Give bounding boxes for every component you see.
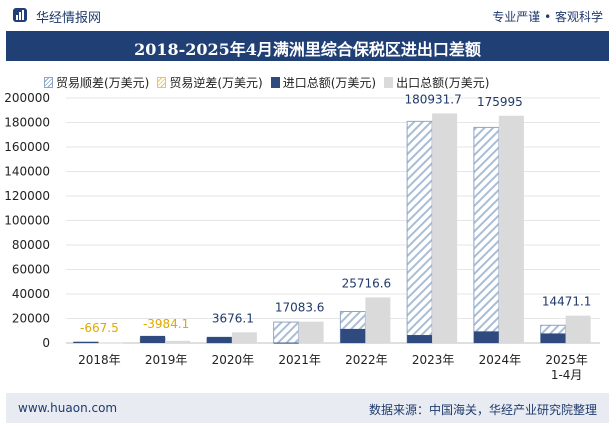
chart-legend: 贸易顺差(万美元) 贸易逆差(万美元) 进口总额(万美元) 出口总额(万美元): [44, 73, 498, 91]
footer-url: www.huaon.com: [18, 401, 118, 415]
y-tick-label: 80000: [12, 238, 50, 252]
balance-value-label: 17083.6: [275, 301, 325, 315]
x-tick-label: 1-4月: [551, 368, 583, 382]
y-tick-label: 60000: [12, 263, 50, 277]
legend-label-deficit: 贸易逆差(万美元): [169, 75, 263, 90]
legend-swatch-export: [384, 76, 394, 88]
legend-item-import: 进口总额(万美元): [270, 74, 377, 91]
y-tick-label: 0: [42, 336, 50, 350]
bar-export-total: [498, 115, 524, 343]
chart-title: 2018-2025年4月满洲里综合保税区进出口差额: [134, 40, 481, 59]
y-tick-label: 180000: [4, 116, 50, 130]
bar-export-total: [165, 340, 191, 343]
balance-value-label: -667.5: [80, 321, 119, 335]
footer-bar: www.huaon.com 数据来源：中国海关，华经产业研究院整理: [6, 393, 609, 423]
legend-swatch-surplus: [44, 76, 53, 88]
bar-export-total: [231, 332, 257, 343]
x-tick-label: 2018年: [78, 353, 121, 367]
brand-name: 华经情报网: [36, 11, 102, 26]
y-tick-label: 40000: [12, 287, 50, 301]
x-tick-label: 2020年: [212, 353, 255, 367]
legend-swatch-deficit: [157, 76, 167, 88]
bar-import-total: [73, 341, 99, 343]
balance-value-label: 14471.1: [542, 295, 592, 309]
x-tick-label: 2022年: [345, 353, 388, 367]
footer-source: 数据来源：中国海关，华经产业研究院整理: [368, 403, 597, 417]
balance-value-label: 3676.1: [212, 311, 254, 325]
x-tick-label: 2021年: [278, 353, 321, 367]
balance-value-label: -3984.1: [143, 317, 189, 331]
y-tick-label: 120000: [4, 189, 50, 203]
legend-item-export: 出口总额(万美元): [384, 74, 490, 91]
bar-export-total: [298, 321, 324, 343]
legend-label-export: 出口总额(万美元): [396, 75, 490, 90]
y-tick-label: 140000: [4, 165, 50, 179]
x-tick-label: 2023年: [412, 353, 455, 367]
brand-slogan: 专业严谨 • 客观科学: [492, 10, 603, 24]
title-bar: 2018-2025年4月满洲里综合保税区进出口差额: [6, 31, 609, 61]
x-tick-label: 2024年: [479, 353, 522, 367]
legend-label-surplus: 贸易顺差(万美元): [56, 75, 150, 90]
chart-canvas: 0 20000 40000 60000 80000 100000 120000 140000 1…: [4, 91, 600, 382]
bar-trade-surplus: [273, 321, 300, 344]
balance-value-label: 180931.7: [404, 92, 461, 106]
legend-swatch-import: [270, 76, 280, 88]
top-bar: 华经情报网 专业严谨 • 客观科学: [0, 0, 615, 30]
bar-export-total: [565, 315, 591, 343]
bar-import-total: [473, 331, 499, 343]
bar-export-total: [98, 342, 124, 344]
y-tick-label: 100000: [4, 214, 50, 228]
bar-import-total: [407, 335, 433, 343]
bar-import-total: [540, 333, 566, 343]
x-tick-label: 2019年: [145, 353, 188, 367]
x-tick-label: 2025年: [545, 353, 588, 367]
bar-import-total: [206, 336, 232, 343]
bar-export-total: [365, 297, 391, 343]
legend-label-import: 进口总额(万美元): [282, 75, 377, 90]
bar-export-total: [432, 113, 458, 343]
brand-logo-icon: [13, 8, 27, 22]
bar-import-total: [340, 328, 366, 343]
legend-item-surplus: 贸易顺差(万美元): [44, 74, 149, 91]
bar-trade-surplus: [406, 120, 433, 344]
y-tick-label: 160000: [4, 140, 50, 154]
balance-value-label: 175995: [477, 95, 523, 109]
legend-item-deficit: 贸易逆差(万美元): [157, 74, 263, 91]
balance-value-label: 25716.6: [342, 276, 392, 290]
y-tick-label: 20000: [12, 312, 50, 326]
bar-trade-surplus: [473, 126, 500, 344]
bar-import-total: [273, 342, 299, 344]
y-tick-label: 200000: [4, 91, 50, 105]
bar-import-total: [140, 335, 166, 343]
